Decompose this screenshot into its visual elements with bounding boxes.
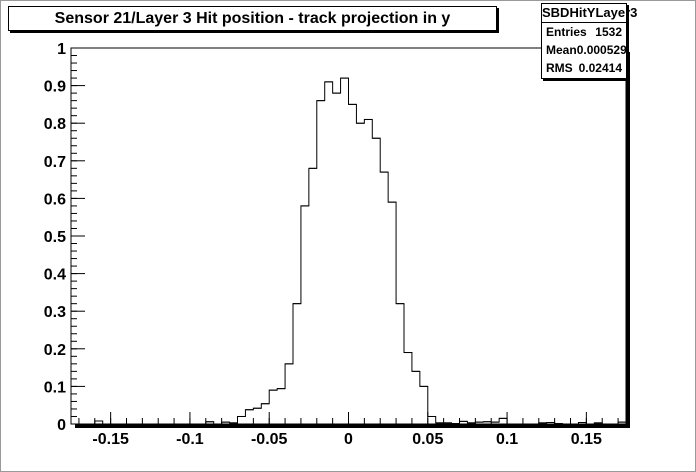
stats-row-rms: RMS 0.02414 (542, 59, 626, 77)
y-tick-label: 0.4 (44, 267, 66, 284)
y-axis-ticks: 0 0.1 0.2 0.3 0.4 0.5 0.6 0.7 0.8 0.9 1 (44, 41, 85, 434)
stats-row-mean: Mean 0.000529 (542, 41, 627, 59)
x-tick-label: 0.15 (571, 431, 602, 448)
y-tick-label: 0 (57, 417, 66, 434)
plot-frame (70, 47, 627, 425)
y-tick-label: 0.1 (44, 379, 66, 396)
y-tick-label: 0.2 (44, 342, 66, 359)
stats-value: 0.000529 (576, 43, 627, 57)
x-tick-label: -0.1 (176, 431, 204, 448)
y-tick-label: 0.8 (44, 116, 66, 133)
stats-label: Mean (546, 43, 577, 57)
y-tick-label: 0.7 (44, 154, 66, 171)
y-tick-label: 0.6 (44, 191, 66, 208)
x-tick-label: -0.05 (251, 431, 288, 448)
stats-label: RMS (546, 61, 573, 75)
stats-label: Entries (546, 25, 587, 39)
chart-title-text: Sensor 21/Layer 3 Hit position - track p… (54, 10, 451, 27)
stats-box: SBDHitYLayer3 Entries 1532 Mean 0.000529… (541, 3, 637, 79)
stats-value: 1532 (595, 25, 622, 39)
x-tick-label: -0.15 (92, 431, 129, 448)
y-tick-label: 0.5 (44, 229, 66, 246)
stats-histogram-name: SBDHitYLayer3 (542, 4, 637, 23)
stats-row-entries: Entries 1532 (542, 23, 626, 41)
x-tick-label: 0 (344, 431, 353, 448)
stats-value: 0.02414 (578, 61, 622, 75)
y-tick-label: 1 (57, 41, 66, 58)
y-tick-label: 0.3 (44, 304, 66, 321)
x-tick-label: 0.05 (412, 431, 443, 448)
x-tick-label: 0.1 (496, 431, 518, 448)
chart-title: Sensor 21/Layer 3 Hit position - track p… (8, 6, 497, 31)
histogram-outline (71, 77, 626, 425)
y-tick-label: 0.9 (44, 79, 66, 96)
